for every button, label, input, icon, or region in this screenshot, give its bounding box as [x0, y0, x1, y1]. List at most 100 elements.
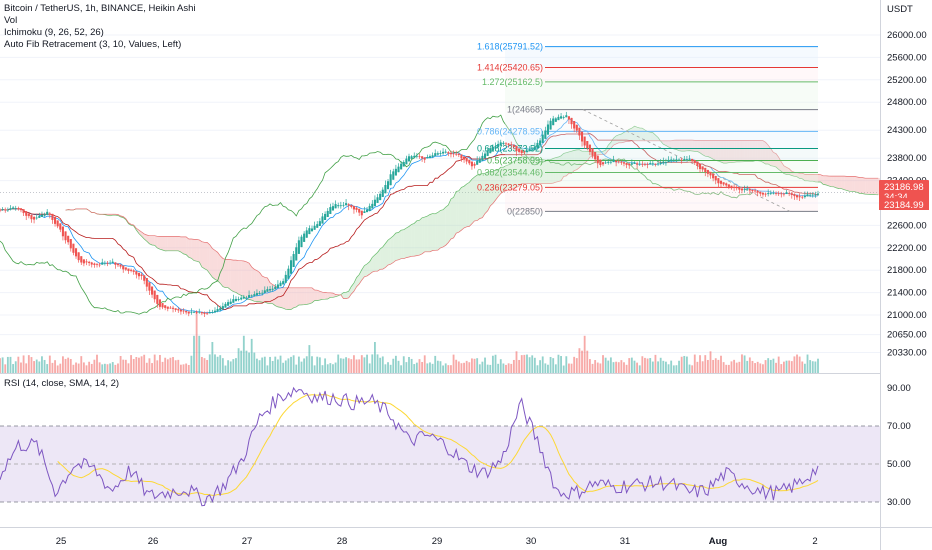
candle-body[interactable] [680, 159, 683, 161]
candle-body[interactable] [143, 275, 146, 281]
candle-body[interactable] [698, 163, 702, 170]
candle-body[interactable] [148, 282, 151, 291]
candle-body[interactable] [295, 247, 298, 261]
candle-body[interactable] [491, 146, 494, 151]
candle-body[interactable] [746, 188, 749, 190]
candle-body[interactable] [90, 262, 93, 265]
candle-body[interactable] [588, 144, 591, 152]
candle-body[interactable] [717, 178, 720, 184]
candle-body[interactable] [667, 159, 670, 163]
candle-body[interactable] [164, 305, 167, 308]
candle-body[interactable] [701, 166, 704, 170]
candle-body[interactable] [775, 193, 778, 194]
rsi-legend[interactable]: RSI (14, close, SMA, 14, 2) [4, 378, 120, 389]
candle-body[interactable] [303, 233, 306, 242]
candle-body[interactable] [814, 194, 817, 196]
candle-body[interactable] [725, 183, 728, 186]
candle-body[interactable] [14, 208, 17, 209]
candle-body[interactable] [625, 162, 628, 165]
candle-body[interactable] [135, 271, 138, 275]
candle-body[interactable] [646, 164, 649, 165]
candle-body[interactable] [714, 175, 717, 181]
candle-body[interactable] [106, 263, 109, 265]
candle-body[interactable] [153, 290, 156, 300]
candle-body[interactable] [200, 311, 203, 314]
candle-body[interactable] [531, 149, 534, 151]
volume-legend[interactable]: Vol [4, 15, 18, 26]
candle-body[interactable] [46, 211, 49, 216]
candle-body[interactable] [85, 261, 88, 263]
candle-body[interactable] [809, 194, 812, 196]
candle-body[interactable] [324, 213, 327, 221]
candle-body[interactable] [415, 155, 418, 157]
candle-body[interactable] [219, 308, 222, 311]
candle-body[interactable] [51, 213, 54, 220]
candle-body[interactable] [161, 303, 164, 308]
candle-body[interactable] [237, 298, 240, 300]
candle-body[interactable] [345, 203, 348, 206]
candle-body[interactable] [444, 151, 447, 153]
candle-body[interactable] [801, 196, 804, 198]
candle-body[interactable] [248, 295, 251, 298]
candle-body[interactable] [145, 278, 148, 287]
candle-body[interactable] [64, 231, 67, 241]
candle-body[interactable] [169, 307, 172, 309]
candle-body[interactable] [59, 223, 62, 230]
candle-body[interactable] [607, 161, 610, 163]
candle-body[interactable] [643, 163, 647, 165]
candle-body[interactable] [253, 294, 256, 296]
candle-body[interactable] [179, 309, 182, 312]
candle-body[interactable] [166, 306, 169, 309]
candle-body[interactable] [478, 158, 481, 163]
candle-body[interactable] [481, 155, 484, 161]
candle-body[interactable] [601, 162, 605, 165]
candle-body[interactable] [116, 263, 120, 266]
candle-body[interactable] [263, 290, 266, 294]
candle-body[interactable] [515, 145, 518, 152]
candle-body[interactable] [560, 116, 563, 119]
candle-body[interactable] [392, 171, 395, 180]
candle-body[interactable] [22, 209, 25, 214]
candle-body[interactable] [704, 167, 707, 172]
candle-body[interactable] [434, 153, 437, 157]
candle-body[interactable] [696, 161, 699, 166]
candle-body[interactable] [788, 193, 791, 194]
candle-body[interactable] [67, 235, 70, 243]
candle-body[interactable] [557, 116, 560, 121]
candle-body[interactable] [17, 208, 20, 209]
candle-body[interactable] [371, 203, 374, 209]
candle-body[interactable] [486, 150, 489, 156]
candle-body[interactable] [206, 313, 209, 315]
candle-body[interactable] [151, 286, 154, 295]
candle-body[interactable] [352, 205, 355, 210]
candle-body[interactable] [43, 214, 46, 216]
candle-body[interactable] [549, 120, 552, 130]
candle-body[interactable] [418, 156, 421, 158]
candle-body[interactable] [575, 124, 578, 131]
candle-body[interactable] [649, 163, 652, 165]
candle-body[interactable] [140, 274, 143, 277]
candle-body[interactable] [61, 226, 64, 237]
candle-body[interactable] [74, 248, 78, 257]
candle-body[interactable] [195, 312, 198, 313]
candle-body[interactable] [423, 157, 426, 160]
candle-body[interactable] [470, 161, 473, 167]
symbol-legend[interactable]: Bitcoin / TetherUS, 1h, BINANCE, Heikin … [4, 3, 196, 51]
candle-body[interactable] [442, 151, 445, 154]
candle-body[interactable] [473, 163, 476, 166]
candle-body[interactable] [764, 193, 767, 195]
candle-body[interactable] [604, 162, 607, 164]
candle-body[interactable] [494, 146, 497, 149]
candle-body[interactable] [381, 189, 384, 197]
candle-body[interactable] [612, 159, 615, 163]
rsi-axis[interactable]: 90.00 70.00 50.00 30.00 [887, 383, 911, 508]
candle-body[interactable] [386, 181, 390, 190]
candle-body[interactable] [334, 204, 337, 209]
candle-body[interactable] [525, 150, 529, 152]
candle-body[interactable] [457, 153, 460, 156]
time-axis[interactable]: 25 26 27 28 29 30 31 Aug 2 [56, 536, 818, 547]
candle-body[interactable] [192, 311, 196, 313]
candle-body[interactable] [502, 142, 505, 145]
candle-body[interactable] [232, 299, 235, 303]
candle-body[interactable] [250, 295, 253, 297]
